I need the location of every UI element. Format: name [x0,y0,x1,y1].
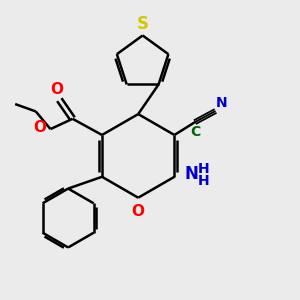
Text: O: O [50,82,64,97]
Text: N: N [216,96,228,110]
Text: H: H [198,174,210,188]
Text: N: N [185,165,199,183]
Text: O: O [132,204,145,219]
Text: C: C [190,125,201,139]
Text: H: H [198,161,210,176]
Text: S: S [136,15,148,33]
Text: O: O [33,120,46,135]
